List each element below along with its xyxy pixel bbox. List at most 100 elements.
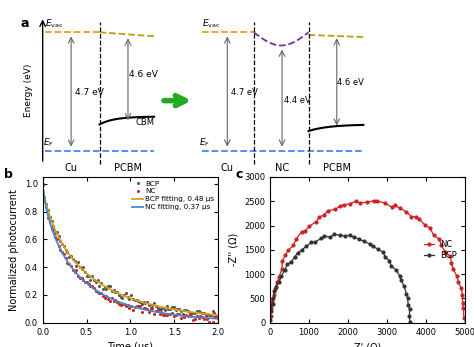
BCP fitting, 0.48 μs xyxy=(215,313,221,317)
BCP xyxy=(375,247,381,252)
Text: NC: NC xyxy=(275,163,289,172)
BCP xyxy=(295,251,301,255)
NC xyxy=(325,209,331,213)
X-axis label: Time (μs): Time (μs) xyxy=(107,342,154,347)
Y-axis label: Normalized photocurrent: Normalized photocurrent xyxy=(9,189,19,311)
BCP xyxy=(318,236,324,240)
Text: CBM: CBM xyxy=(135,118,154,127)
BCP xyxy=(389,264,394,268)
X-axis label: Z' (Ω): Z' (Ω) xyxy=(354,342,381,347)
BCP xyxy=(337,233,343,237)
BCP xyxy=(351,235,357,239)
BCP xyxy=(407,320,413,324)
BCP xyxy=(270,302,275,306)
BCP xyxy=(268,309,273,313)
BCP xyxy=(273,285,279,289)
NC xyxy=(283,253,288,257)
NC xyxy=(206,320,212,324)
BCP fitting, 0.48 μs xyxy=(123,295,129,299)
BCP xyxy=(276,280,282,284)
Text: Energy (eV): Energy (eV) xyxy=(24,64,33,117)
BCP xyxy=(361,239,367,244)
Line: BCP: BCP xyxy=(41,183,219,318)
Text: 4.7 eV: 4.7 eV xyxy=(230,88,257,98)
BCP xyxy=(303,244,309,248)
NC xyxy=(215,316,221,321)
BCP xyxy=(397,273,402,278)
NC fitting, 0.37 μs xyxy=(135,306,140,310)
BCP xyxy=(289,260,294,264)
NC fitting, 0.37 μs xyxy=(123,302,129,306)
BCP xyxy=(266,315,272,319)
NC fitting, 0.37 μs xyxy=(183,314,189,318)
Text: 4.7 eV: 4.7 eV xyxy=(75,88,103,98)
Line: BCP: BCP xyxy=(266,232,412,324)
BCP xyxy=(370,244,376,248)
BCP xyxy=(332,232,337,237)
Text: 4.4 eV: 4.4 eV xyxy=(283,96,310,105)
NC fitting, 0.37 μs xyxy=(40,182,46,186)
Text: Cu: Cu xyxy=(221,163,234,172)
Text: 4.6 eV: 4.6 eV xyxy=(337,78,364,87)
Text: $E_\mathrm{vac}$: $E_\mathrm{vac}$ xyxy=(45,18,64,30)
BCP xyxy=(407,314,412,319)
Line: NC fitting, 0.37 μs: NC fitting, 0.37 μs xyxy=(43,184,218,319)
Text: 4.6 eV: 4.6 eV xyxy=(129,70,158,79)
BCP xyxy=(347,233,353,237)
BCP xyxy=(201,311,207,315)
BCP xyxy=(282,268,288,272)
BCP xyxy=(271,289,277,294)
Text: $E_\mathrm{vac}$: $E_\mathrm{vac}$ xyxy=(202,18,221,30)
BCP xyxy=(312,240,318,244)
Text: $E_\mathrm{F}$: $E_\mathrm{F}$ xyxy=(199,136,210,149)
NC xyxy=(81,278,86,282)
NC xyxy=(130,307,136,312)
BCP xyxy=(386,259,392,263)
NC xyxy=(73,268,79,272)
NC fitting, 0.37 μs xyxy=(124,303,130,307)
BCP xyxy=(215,314,221,318)
BCP xyxy=(309,240,314,244)
Text: c: c xyxy=(235,168,243,181)
Text: $E_\mathrm{F}$: $E_\mathrm{F}$ xyxy=(43,136,54,149)
BCP xyxy=(130,297,136,301)
BCP xyxy=(401,284,407,288)
BCP xyxy=(279,274,284,278)
BCP xyxy=(321,234,327,238)
NC xyxy=(40,183,46,187)
Legend: BCP, NC, BCP fitting, 0.48 μs, NC fitting, 0.37 μs: BCP, NC, BCP fitting, 0.48 μs, NC fittin… xyxy=(132,180,214,210)
NC xyxy=(201,317,207,321)
NC xyxy=(372,198,377,203)
BCP xyxy=(398,278,404,282)
BCP xyxy=(407,307,412,311)
BCP xyxy=(292,255,298,259)
Line: NC: NC xyxy=(267,198,468,325)
NC xyxy=(210,320,216,324)
Text: PCBM: PCBM xyxy=(114,163,142,172)
BCP fitting, 0.48 μs xyxy=(144,302,150,306)
NC xyxy=(293,237,299,241)
NC fitting, 0.37 μs xyxy=(144,308,150,312)
BCP xyxy=(271,296,276,300)
Text: Cu: Cu xyxy=(64,163,78,172)
BCP xyxy=(383,255,388,259)
Line: NC: NC xyxy=(41,184,219,323)
Legend: NC, BCP: NC, BCP xyxy=(420,236,460,263)
BCP fitting, 0.48 μs xyxy=(135,298,140,303)
BCP xyxy=(327,235,333,239)
NC fitting, 0.37 μs xyxy=(215,316,221,321)
BCP xyxy=(356,237,362,241)
NC xyxy=(274,280,280,284)
BCP xyxy=(284,262,290,266)
BCP xyxy=(267,318,273,322)
BCP xyxy=(393,268,399,272)
BCP xyxy=(403,292,409,296)
BCP xyxy=(405,303,411,307)
NC xyxy=(461,316,467,320)
NC xyxy=(458,286,464,290)
BCP xyxy=(73,264,79,268)
Text: a: a xyxy=(20,17,28,29)
Text: b: b xyxy=(4,168,13,181)
BCP xyxy=(299,248,304,252)
NC xyxy=(145,306,150,311)
